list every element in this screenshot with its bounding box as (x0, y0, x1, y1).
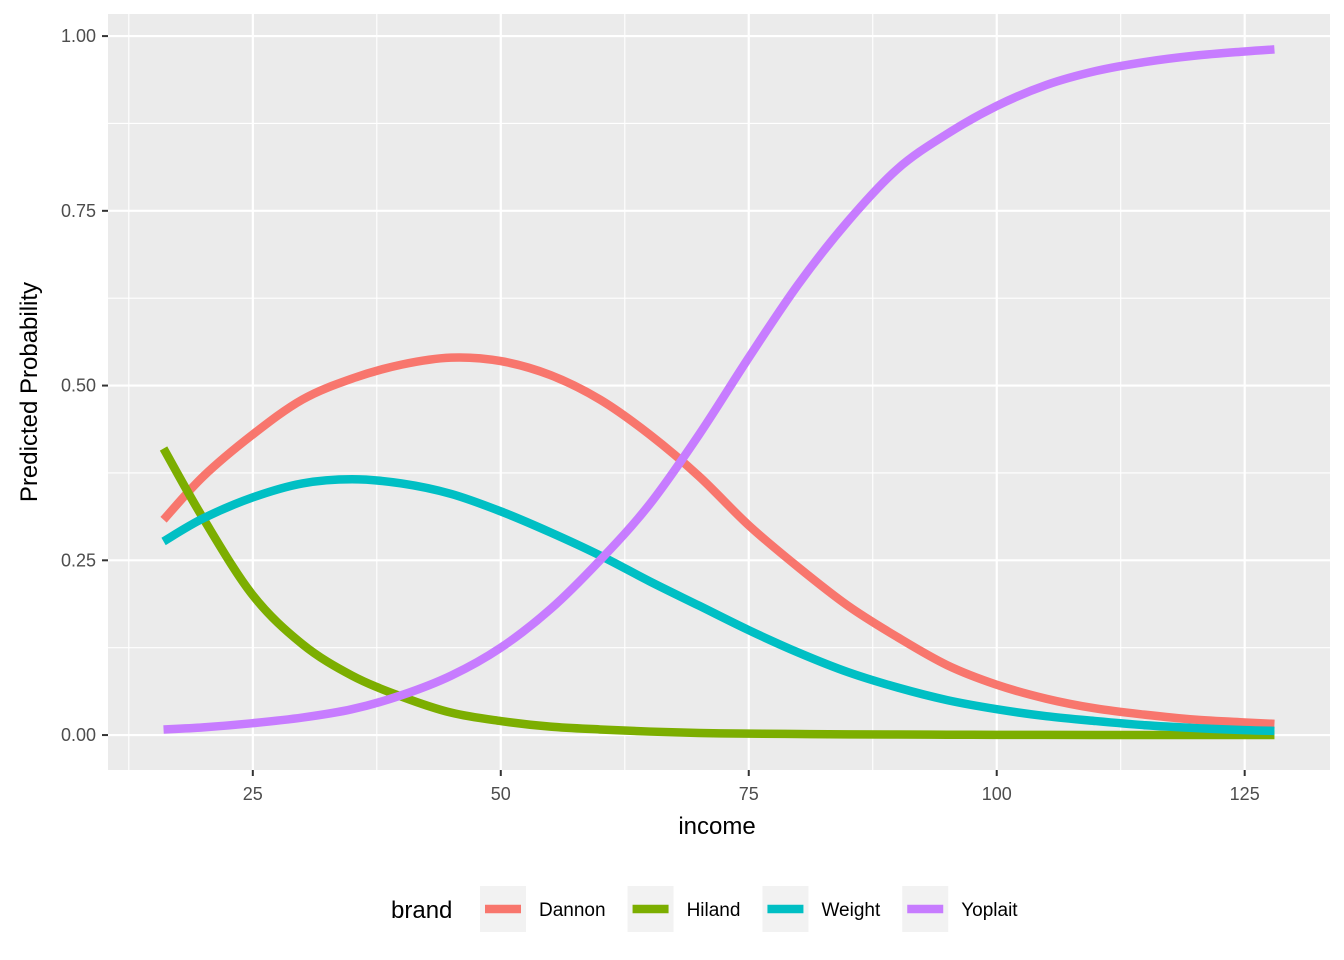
tick-labels: 25 50 75 100 125 0.00 0.25 0.50 0.75 1.00 (61, 26, 1260, 804)
series-line-weight (161, 474, 1275, 736)
legend-label-dannon: Dannon (539, 900, 606, 921)
plot-panel (108, 14, 1330, 770)
x-tick-label: 50 (491, 784, 511, 804)
series-line-dannon (160, 353, 1275, 729)
legend-label-yoplait: Yoplait (961, 900, 1018, 921)
x-tick-label: 75 (739, 784, 759, 804)
axis-ticks (102, 35, 1246, 776)
series-line-yoplait (163, 45, 1275, 734)
grid-major (108, 14, 1330, 770)
x-tick-label: 25 (243, 784, 263, 804)
y-tick-label: 0.25 (61, 550, 96, 570)
y-axis-title: Predicted Probability (16, 282, 43, 502)
y-tick-label: 0.50 (61, 376, 96, 396)
legend-label-hiland: Hiland (687, 900, 741, 921)
y-tick-label: 1.00 (61, 26, 96, 46)
x-axis-title: income (678, 813, 755, 840)
x-tick-label: 100 (982, 784, 1012, 804)
y-tick-label: 0.00 (61, 725, 96, 745)
y-tick-label: 0.75 (61, 201, 96, 221)
series-line-hiland (159, 446, 1275, 740)
x-tick-label: 125 (1230, 784, 1260, 804)
legend-label-weight: Weight (821, 900, 881, 921)
legend-title: brand (391, 897, 452, 924)
legend: brand Dannon Hiland Weight Yoplait (391, 886, 1018, 932)
series-lines (159, 45, 1275, 740)
